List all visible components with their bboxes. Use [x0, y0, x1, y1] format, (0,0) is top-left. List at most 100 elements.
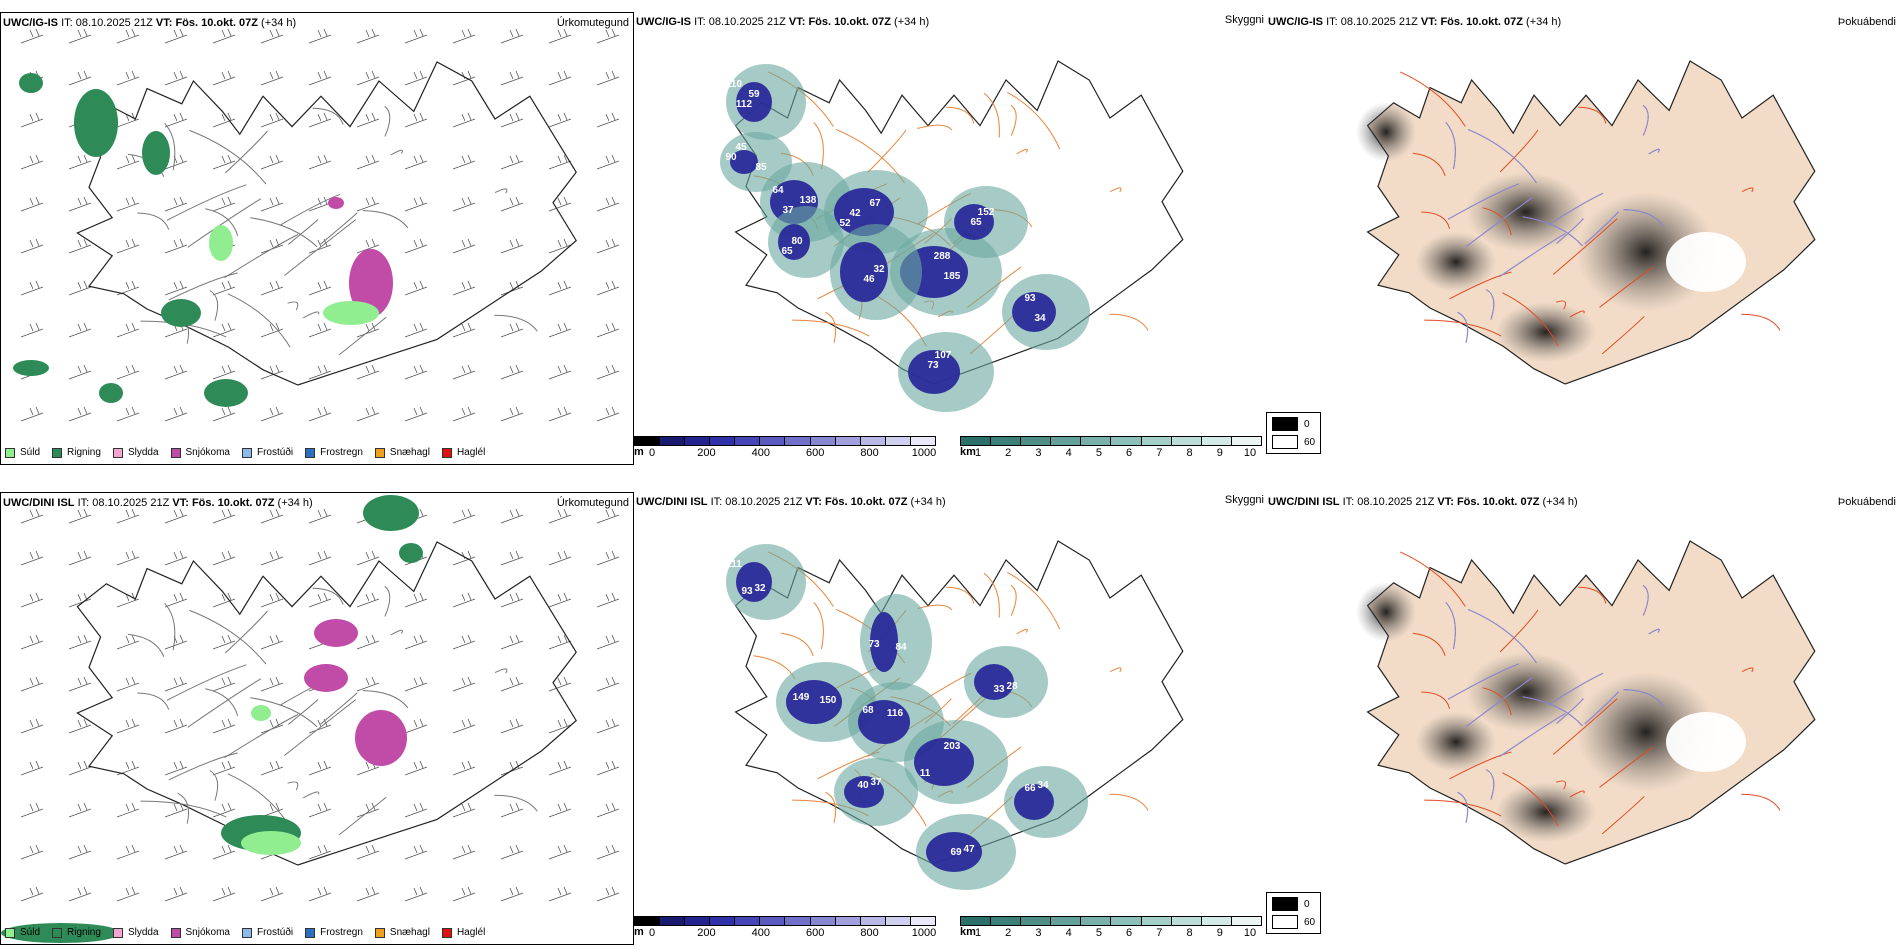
colorbar-unit: km [960, 446, 976, 458]
visibility-value-label: 149 [793, 692, 810, 703]
legend-swatch [241, 927, 252, 938]
colorbar-tick: 800 [860, 447, 879, 459]
fog-legend-row: 0 [1272, 417, 1315, 431]
precip-map-2 [1, 495, 620, 943]
wind-barb [500, 760, 524, 776]
road-line [1502, 292, 1559, 347]
wind-barb [212, 634, 236, 650]
visibility-value-label: 80 [791, 236, 803, 247]
wind-barb [20, 886, 44, 902]
colorbar-segment [635, 917, 661, 925]
weather-cell [730, 150, 758, 174]
wind-barb [116, 364, 140, 380]
weather-cell [363, 495, 419, 531]
colorbar-tick: 0 [648, 447, 656, 459]
road-line [1467, 128, 1538, 184]
colorbar-segment [735, 437, 761, 445]
wind-barb [212, 70, 236, 86]
road-line [1502, 772, 1559, 827]
legend-label: Haglél [456, 447, 486, 458]
wind-barb [116, 718, 140, 734]
weather-cell [834, 188, 894, 236]
wind-barb [212, 154, 236, 170]
wind-barb [404, 886, 428, 902]
colorbar-segment [1141, 917, 1172, 925]
visibility-value-label: 73 [868, 639, 880, 650]
wind-barb [500, 154, 524, 170]
wind-barb [20, 592, 44, 608]
wind-barb [308, 592, 332, 608]
wind-barb [212, 886, 236, 902]
wind-barb [212, 28, 236, 44]
visibility-value-label: 34 [1034, 313, 1046, 324]
visibility-value-label: 93 [1024, 293, 1036, 304]
legend-label: Slydda [127, 927, 159, 938]
weather-cell [74, 89, 118, 157]
visibility-value-label: 33 [993, 684, 1005, 695]
weather-cell [908, 350, 960, 394]
legend-swatch [374, 447, 385, 458]
fog-legend-label: 0 [1304, 898, 1310, 910]
road-line [284, 699, 357, 756]
wind-barb [20, 406, 44, 422]
colorbar-segment [991, 917, 1022, 925]
legend-label: Snæhagl [389, 927, 430, 938]
legend-swatch [5, 447, 15, 458]
wind-barb [404, 406, 428, 422]
wind-barb [548, 676, 572, 692]
road-line [1584, 211, 1619, 245]
weather-cell [1416, 712, 1496, 772]
colorbar-tick: 8 [1186, 927, 1193, 939]
visibility-value-label: 68 [862, 705, 874, 716]
legend-swatch [170, 927, 181, 938]
road-line [1499, 609, 1539, 653]
wind-barb [500, 238, 524, 254]
wind-barb [308, 364, 332, 380]
wind-barb [452, 760, 476, 776]
weather-cell [241, 831, 301, 855]
wind-barb [596, 406, 620, 422]
road-line [1623, 689, 1665, 708]
wind-barb [308, 844, 332, 860]
colorbar-segment [1201, 437, 1232, 445]
wind-barb [548, 112, 572, 128]
colorbar-segment [835, 437, 861, 445]
wind-barb [20, 322, 44, 338]
weather-cell [926, 832, 982, 872]
wind-barb [500, 70, 524, 86]
legend-label: Frostúði [256, 927, 294, 938]
weather-cell [1496, 782, 1596, 842]
legend-swatch [241, 447, 252, 458]
wind-barb [356, 364, 380, 380]
road-line [1569, 310, 1585, 318]
colorbar-tick: 0 [648, 927, 656, 939]
wind-barb [452, 802, 476, 818]
legend-swatch [305, 447, 316, 458]
wind-barb [116, 886, 140, 902]
wind-barb [548, 550, 572, 566]
weather-cell [1666, 712, 1746, 772]
fog-legend-swatch [1272, 435, 1298, 449]
road-line [287, 781, 299, 791]
wind-barb [20, 760, 44, 776]
wind-barb [500, 844, 524, 860]
wind-barb [260, 28, 284, 44]
wind-barb [68, 844, 92, 860]
wind-barb [500, 364, 524, 380]
wind-barb [404, 28, 428, 44]
road-line [362, 690, 409, 709]
wind-barb [20, 112, 44, 128]
colorbar-segment [1171, 917, 1202, 925]
road-line [168, 272, 238, 301]
weather-cell [355, 710, 407, 766]
weather-cell [349, 249, 393, 317]
visibility-value-label: 11 [920, 768, 931, 779]
road-line [209, 770, 219, 801]
colorbar-strip [960, 436, 1262, 446]
legend-item: Slydda [112, 927, 159, 938]
visibility-value-label: 111 [726, 559, 742, 570]
wind-barb [596, 70, 620, 86]
colorbar-segment [1231, 437, 1261, 445]
wind-barb [596, 280, 620, 296]
weather-cell [974, 664, 1014, 700]
